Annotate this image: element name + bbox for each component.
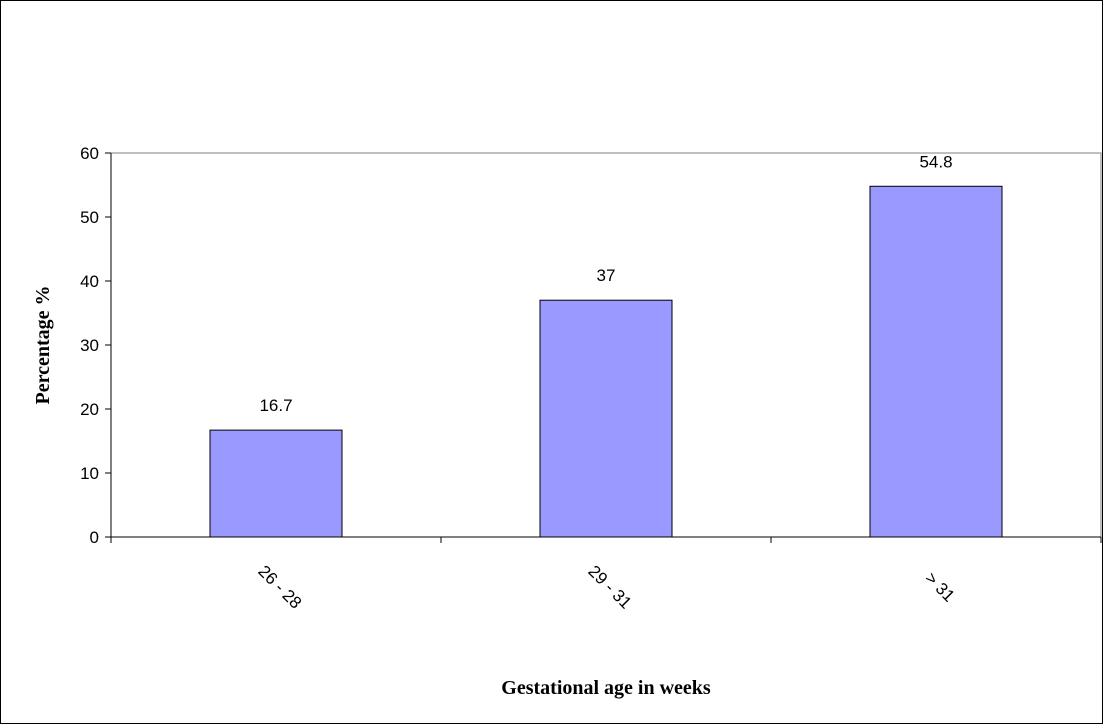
y-tick-label: 50 xyxy=(80,208,99,227)
y-tick-label: 0 xyxy=(90,528,99,547)
data-label: 16.7 xyxy=(259,396,292,415)
x-tick-label: 26 - 28 xyxy=(254,562,305,613)
y-tick-label: 20 xyxy=(80,400,99,419)
y-tick-label: 10 xyxy=(80,464,99,483)
y-tick-label: 30 xyxy=(80,336,99,355)
x-tick-label: 29 - 31 xyxy=(584,562,635,613)
y-axis-title: Percentage % xyxy=(32,285,54,404)
x-axis-title: Gestational age in weeks xyxy=(501,677,711,699)
y-tick-label: 60 xyxy=(80,144,99,163)
x-tick-label: > 31 xyxy=(921,569,958,606)
y-tick-label: 40 xyxy=(80,272,99,291)
bar xyxy=(209,429,343,538)
bar xyxy=(869,185,1003,538)
data-label: 37 xyxy=(597,266,616,285)
data-label: 54.8 xyxy=(919,152,952,171)
bar xyxy=(539,299,673,538)
